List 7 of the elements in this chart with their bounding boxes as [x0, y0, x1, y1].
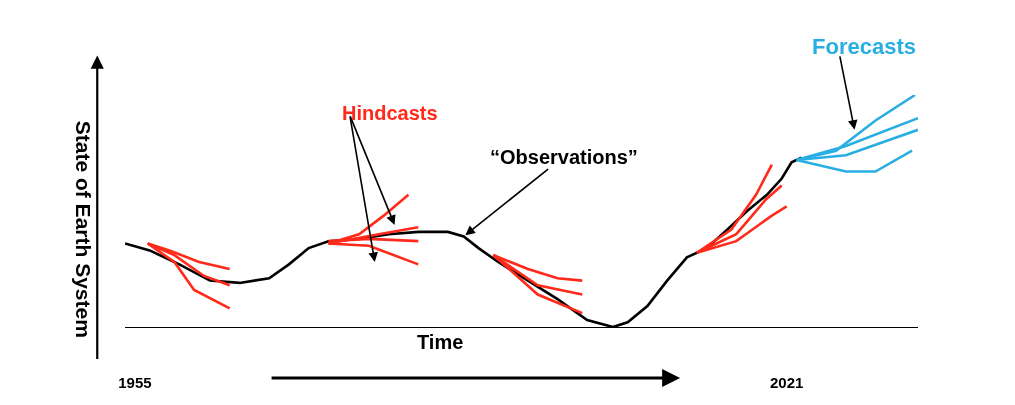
x-tick-label: 2021 — [769, 374, 804, 391]
x-axis-title: Time — [417, 331, 464, 353]
y-axis-title: State of Earth System — [72, 120, 96, 338]
annotation: Hindcasts — [342, 102, 438, 124]
text: Forecasts — [812, 34, 916, 59]
annotation: “Observations” — [490, 146, 638, 168]
x-tick-label: 1955 — [118, 374, 152, 391]
